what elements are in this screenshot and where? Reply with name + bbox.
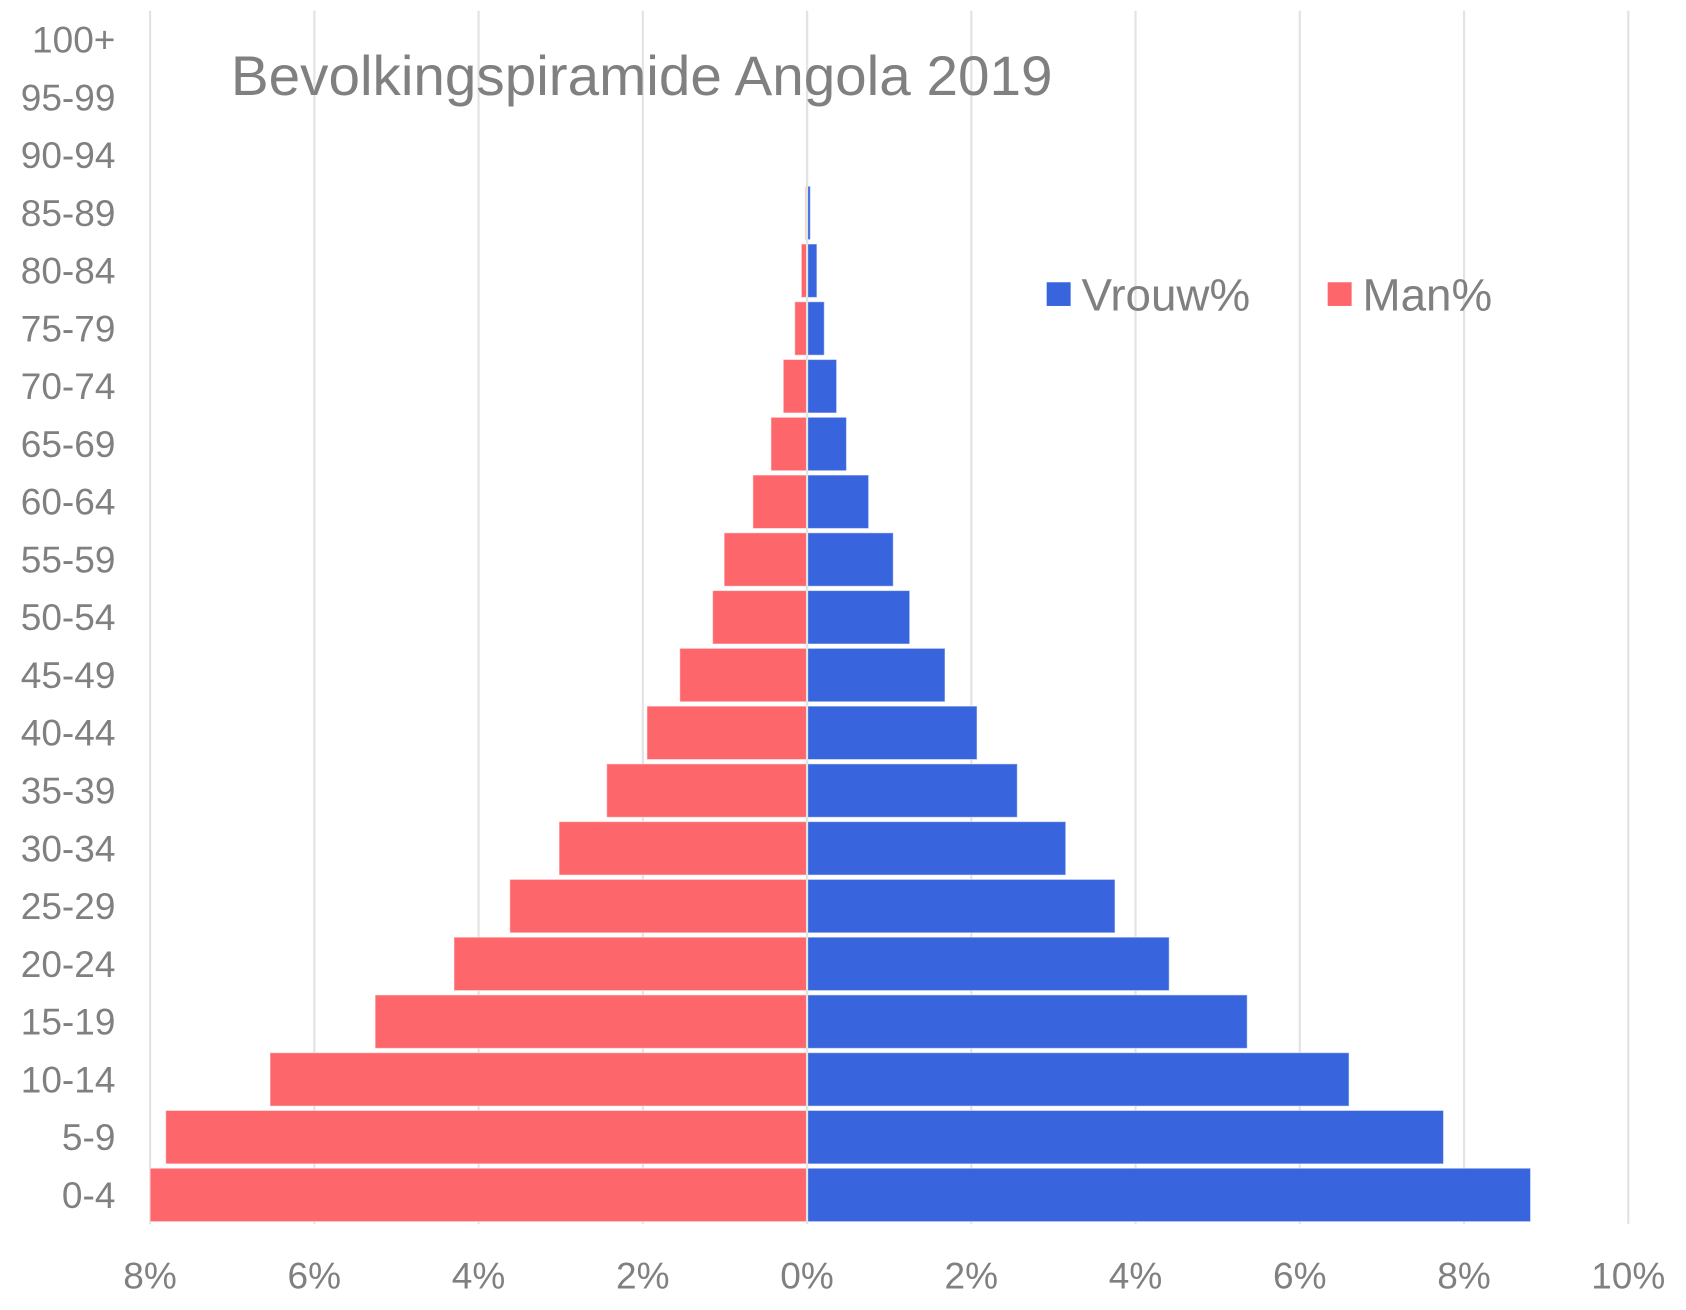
bar-vrouw-45-49 — [806, 647, 946, 703]
y-tick-label: 50-54 — [21, 597, 116, 638]
bar-man-60-64 — [752, 474, 808, 530]
y-tick-label: 95-99 — [21, 78, 116, 119]
bar-man-50-54 — [712, 590, 808, 645]
y-tick-label: 35-39 — [21, 771, 116, 812]
bar-vrouw-30-34 — [806, 821, 1067, 876]
bar-vrouw-65-69 — [806, 416, 848, 472]
bar-man-5-9 — [165, 1109, 808, 1165]
y-tick-label: 30-34 — [21, 828, 116, 869]
bar-man-40-44 — [646, 705, 808, 761]
x-tick-label: 2% — [616, 1256, 670, 1297]
bar-vrouw-35-39 — [806, 763, 1018, 818]
legend-label-man: Man% — [1363, 269, 1493, 320]
bar-vrouw-15-19 — [806, 994, 1248, 1049]
bar-man-55-59 — [723, 532, 808, 587]
bar-vrouw-75-79 — [806, 301, 825, 356]
x-tick-label: 0% — [780, 1256, 834, 1297]
bar-vrouw-0-4 — [806, 1167, 1532, 1223]
y-tick-label: 65-69 — [21, 424, 116, 465]
y-tick-label: 70-74 — [21, 366, 116, 407]
y-tick-label: 90-94 — [21, 135, 116, 176]
bar-vrouw-50-54 — [806, 590, 911, 645]
legend-swatch-vrouw — [1046, 282, 1071, 306]
bar-vrouw-70-74 — [806, 358, 838, 414]
y-tick-label: 10-14 — [21, 1060, 116, 1101]
y-tick-label: 40-44 — [21, 713, 116, 754]
bar-man-0-4 — [149, 1167, 808, 1223]
x-tick-label: 6% — [1273, 1256, 1327, 1297]
legend: Vrouw% Man% — [1046, 269, 1493, 320]
bar-man-20-24 — [453, 936, 808, 992]
bar-man-30-34 — [558, 821, 808, 876]
bar-man-65-69 — [770, 416, 808, 472]
y-tick-label: 45-49 — [21, 655, 116, 696]
bar-man-70-74 — [782, 358, 808, 414]
y-tick-label: 80-84 — [21, 251, 116, 292]
bar-vrouw-40-44 — [806, 705, 978, 761]
bar-man-35-39 — [606, 763, 808, 818]
chart-title: Bevolkingspiramide Angola 2019 — [231, 44, 1053, 107]
bar-man-15-19 — [374, 994, 808, 1049]
bar-vrouw-60-64 — [806, 474, 870, 530]
bar-vrouw-80-84 — [806, 243, 818, 298]
bar-vrouw-25-29 — [806, 878, 1116, 934]
y-tick-label: 85-89 — [21, 193, 116, 234]
y-tick-label: 0-4 — [62, 1175, 116, 1216]
y-tick-label: 25-29 — [21, 886, 116, 927]
bar-vrouw-55-59 — [806, 532, 894, 587]
x-tick-label: 4% — [452, 1256, 506, 1297]
x-tick-label: 2% — [945, 1256, 999, 1297]
x-tick-label: 6% — [288, 1256, 342, 1297]
x-tick-label: 8% — [1437, 1256, 1491, 1297]
y-tick-label: 15-19 — [21, 1002, 116, 1043]
bar-vrouw-20-24 — [806, 936, 1170, 992]
legend-label-vrouw: Vrouw% — [1082, 269, 1251, 320]
bar-vrouw-10-14 — [806, 1052, 1350, 1107]
y-tick-label: 60-64 — [21, 482, 116, 523]
bar-man-25-29 — [509, 878, 808, 934]
bar-man-10-14 — [269, 1052, 808, 1107]
legend-swatch-man — [1327, 282, 1352, 306]
x-tick-label: 10% — [1591, 1256, 1665, 1297]
y-tick-label: 20-24 — [21, 944, 116, 985]
bar-vrouw-5-9 — [806, 1109, 1445, 1165]
x-tick-label: 8% — [123, 1256, 177, 1297]
y-tick-label: 5-9 — [62, 1117, 116, 1158]
y-tick-label: 100+ — [32, 20, 115, 61]
x-tick-label: 4% — [1109, 1256, 1163, 1297]
y-tick-label: 55-59 — [21, 540, 116, 581]
bar-man-75-79 — [794, 301, 808, 356]
y-tick-label: 75-79 — [21, 309, 116, 350]
bar-man-45-49 — [679, 647, 808, 703]
